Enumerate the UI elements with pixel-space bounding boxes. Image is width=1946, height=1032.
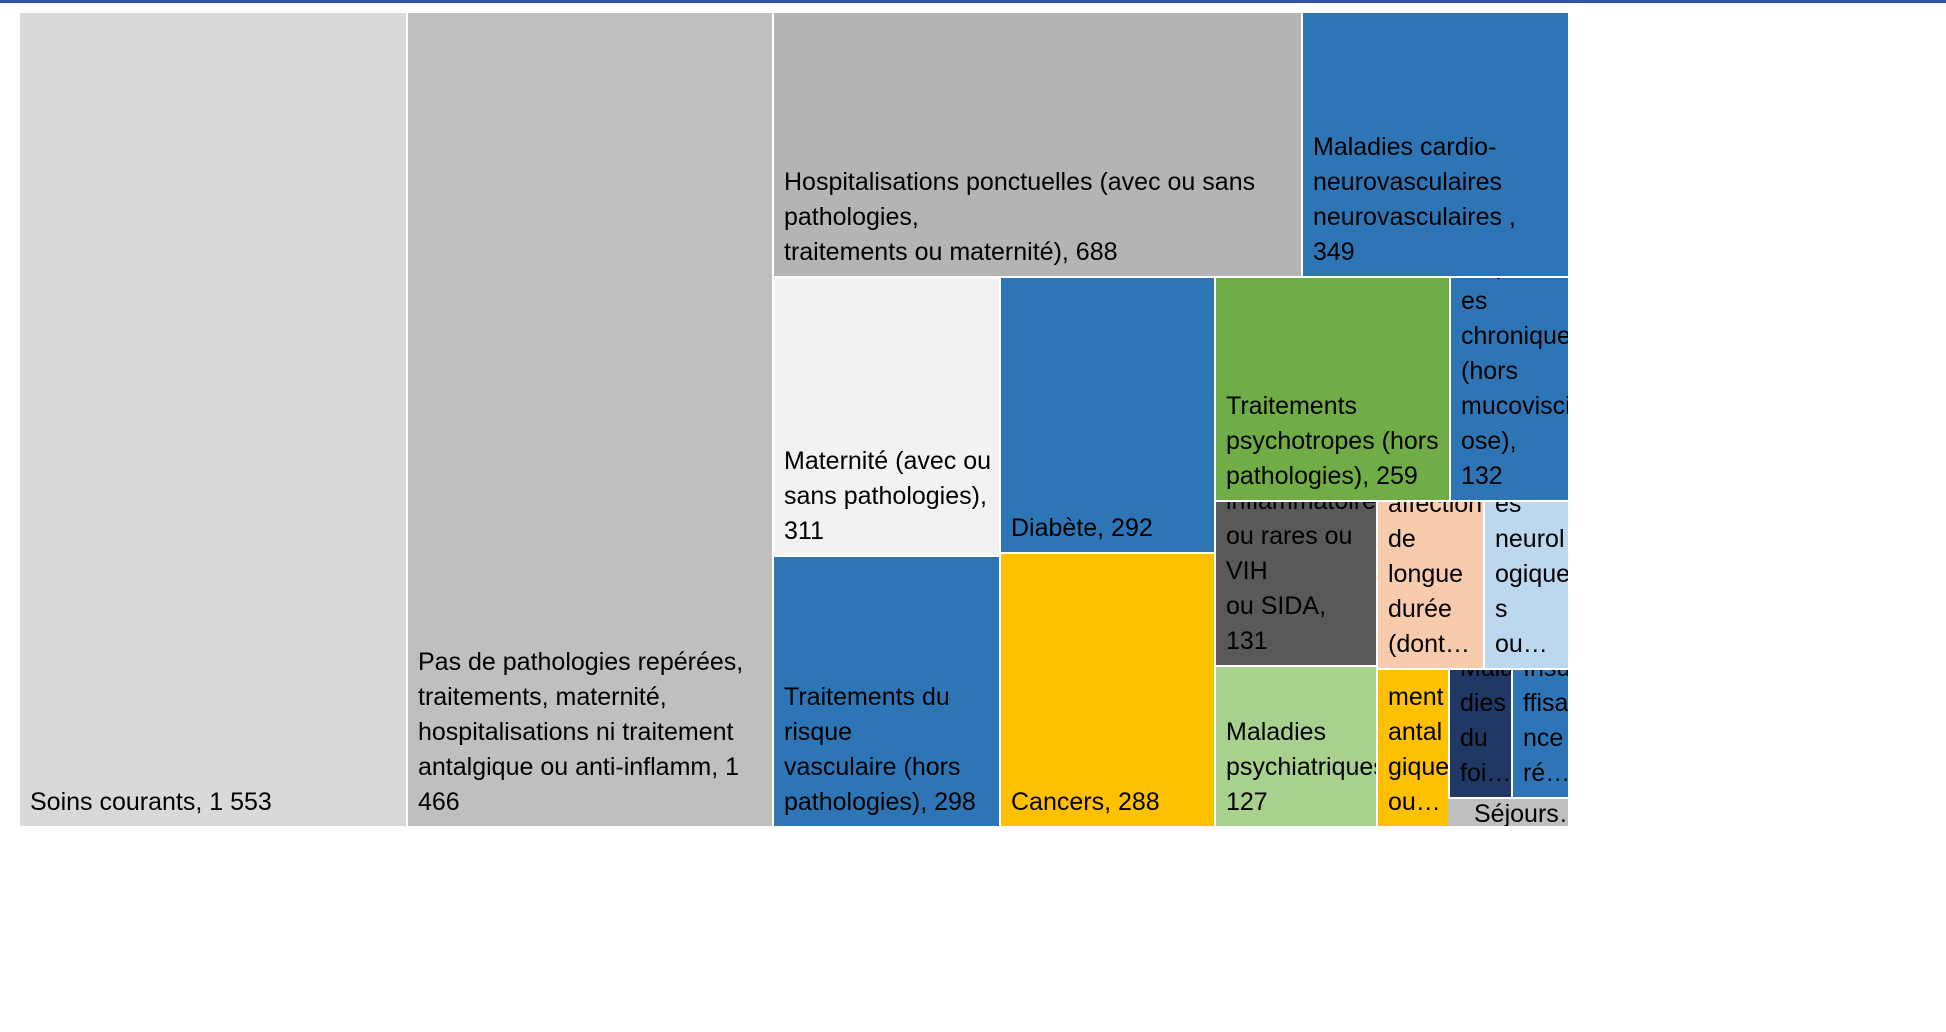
treemap-tile: Maladies respiratoir es chroniques (hors… xyxy=(1451,278,1568,500)
treemap-tile: Autres affections de longue durée (dont… xyxy=(1378,502,1483,668)
treemap-tile-label: Hospitalisations ponctuelles (avec ou sa… xyxy=(784,168,1256,266)
treemap-tile-label: Insu ffisa nce ré… xyxy=(1523,670,1568,787)
treemap-tile: Pas de pathologies repérées, traitements… xyxy=(408,13,772,826)
treemap-tile-label: Traite ment antal gique ou… xyxy=(1388,670,1448,816)
treemap-tile-label: Maladies cardio- neurovasculaires neurov… xyxy=(1313,133,1516,266)
treemap-tile-label: Soins courants, 1 553 xyxy=(30,788,272,816)
treemap-tile-label: Maternité (avec ou sans pathologies), 31… xyxy=(784,447,992,545)
treemap-tile-label: Diabète, 292 xyxy=(1011,514,1153,542)
treemap-tile: Diabète, 292 xyxy=(1001,278,1214,552)
treemap-tile-label: Traitements psychotropes (hors pathologi… xyxy=(1226,392,1439,490)
treemap-tile-label: Autres affections de longue durée (dont… xyxy=(1388,502,1483,658)
treemap-tile-label: Traitements du risque vasculaire (hors p… xyxy=(784,683,976,816)
treemap-tile: Séjours… xyxy=(1448,799,1568,826)
treemap-tile-label: Mala dies du foi… xyxy=(1460,670,1511,787)
treemap-tile: Traitements psychotropes (hors pathologi… xyxy=(1216,278,1449,500)
treemap-tile: Maladies psychiatriques, 127 xyxy=(1216,667,1376,826)
treemap-tile: Cancers, 288 xyxy=(1001,554,1214,826)
treemap-tile: Maladi es neurol ogique s ou… xyxy=(1485,502,1568,668)
treemap-tile-label: Cancers, 288 xyxy=(1011,788,1160,816)
treemap-tile: Traite ment antal gique ou… xyxy=(1378,670,1448,826)
treemap-tile: Maladies cardio- neurovasculaires neurov… xyxy=(1303,13,1568,276)
treemap-tile-label: Maladi es neurol ogique s ou… xyxy=(1495,502,1568,658)
treemap-tile-label: Maladies respiratoir es chroniques (hors… xyxy=(1461,278,1568,490)
treemap-tile: Soins courants, 1 553 xyxy=(20,13,406,826)
treemap-tile: Traitements du risque vasculaire (hors p… xyxy=(774,557,999,826)
treemap-tile: Insu ffisa nce ré… xyxy=(1513,670,1568,797)
treemap-tile: Mala dies du foi… xyxy=(1450,670,1511,797)
treemap-tile-label: Maladies inflammatoires ou rares ou VIH … xyxy=(1226,502,1376,655)
treemap-tile-label: Maladies psychiatriques, 127 xyxy=(1226,718,1376,816)
treemap-tile-label: Pas de pathologies repérées, traitements… xyxy=(418,648,744,816)
treemap-tile: Maladies inflammatoires ou rares ou VIH … xyxy=(1216,502,1376,665)
treemap-tile: Maternité (avec ou sans pathologies), 31… xyxy=(774,278,999,555)
treemap-tile-label: Séjours… xyxy=(1474,800,1568,826)
treemap-tile: Hospitalisations ponctuelles (avec ou sa… xyxy=(774,13,1301,276)
top-border xyxy=(0,0,1946,3)
